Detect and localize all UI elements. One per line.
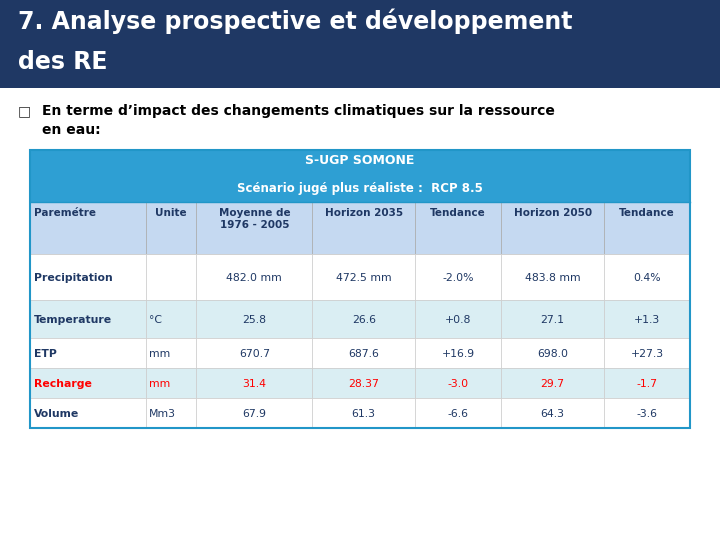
Bar	[30, 368, 145, 398]
Text: +27.3: +27.3	[631, 349, 664, 359]
Text: Precipitation: Precipitation	[34, 273, 113, 283]
Text: 27.1: 27.1	[541, 315, 564, 325]
Bar	[312, 398, 415, 428]
Bar	[30, 398, 145, 428]
Text: 29.7: 29.7	[541, 379, 564, 389]
Text: Moyenne de
1976 - 2005: Moyenne de 1976 - 2005	[219, 208, 290, 230]
Bar	[197, 338, 312, 368]
Text: ETP: ETP	[34, 349, 57, 359]
Text: Tendance: Tendance	[431, 208, 486, 218]
Bar	[145, 398, 197, 428]
Text: Unite: Unite	[156, 208, 187, 218]
Text: 61.3: 61.3	[352, 409, 376, 419]
Text: Paremétre: Paremétre	[34, 208, 96, 218]
Text: 25.8: 25.8	[243, 315, 266, 325]
Text: 0.4%: 0.4%	[634, 273, 661, 283]
Text: Tendance: Tendance	[619, 208, 675, 218]
Text: □: □	[18, 104, 31, 118]
Text: 7. Analyse prospective et développement: 7. Analyse prospective et développement	[18, 8, 572, 33]
Text: 67.9: 67.9	[243, 409, 266, 419]
Bar	[604, 398, 690, 428]
Bar	[312, 202, 415, 254]
Text: -6.6: -6.6	[448, 409, 469, 419]
Bar	[0, 0, 720, 88]
Text: en eau:: en eau:	[42, 123, 101, 137]
Text: 26.6: 26.6	[352, 315, 376, 325]
Bar	[30, 300, 145, 338]
Bar	[604, 202, 690, 254]
Bar	[604, 300, 690, 338]
Text: 483.8 mm: 483.8 mm	[525, 273, 580, 283]
Text: des RE: des RE	[18, 50, 107, 74]
Bar	[604, 338, 690, 368]
Text: 670.7: 670.7	[239, 349, 270, 359]
Bar	[312, 300, 415, 338]
Text: Scénario jugé plus réaliste :  RCP 8.5: Scénario jugé plus réaliste : RCP 8.5	[237, 182, 483, 195]
Text: +0.8: +0.8	[445, 315, 472, 325]
Bar	[501, 368, 604, 398]
Bar	[604, 368, 690, 398]
Bar	[415, 202, 501, 254]
Text: En terme d’impact des changements climatiques sur la ressource: En terme d’impact des changements climat…	[42, 104, 555, 118]
Text: +16.9: +16.9	[441, 349, 474, 359]
Text: -2.0%: -2.0%	[442, 273, 474, 283]
Bar	[145, 368, 197, 398]
Bar	[312, 338, 415, 368]
Bar	[197, 300, 312, 338]
Bar	[197, 202, 312, 254]
Bar	[501, 202, 604, 254]
Text: mm: mm	[149, 349, 170, 359]
Bar	[415, 300, 501, 338]
Bar	[30, 150, 690, 178]
Text: Horizon 2035: Horizon 2035	[325, 208, 402, 218]
Text: Volume: Volume	[34, 409, 79, 419]
Text: +1.3: +1.3	[634, 315, 660, 325]
Bar	[145, 202, 197, 254]
Bar	[145, 254, 197, 300]
Bar	[197, 368, 312, 398]
Bar	[30, 254, 145, 300]
Bar	[145, 300, 197, 338]
Text: Mm3: Mm3	[149, 409, 176, 419]
Bar	[30, 202, 145, 254]
Text: mm: mm	[149, 379, 170, 389]
Text: 472.5 mm: 472.5 mm	[336, 273, 392, 283]
Bar	[197, 254, 312, 300]
Bar	[501, 338, 604, 368]
Text: 687.6: 687.6	[348, 349, 379, 359]
Bar	[312, 368, 415, 398]
Bar	[30, 150, 690, 428]
Text: 28.37: 28.37	[348, 379, 379, 389]
Text: Temperature: Temperature	[34, 315, 112, 325]
Text: S-UGP SOMONE: S-UGP SOMONE	[305, 154, 415, 167]
Text: Recharge: Recharge	[34, 379, 92, 389]
Bar	[312, 254, 415, 300]
Bar	[197, 398, 312, 428]
Bar	[30, 178, 690, 202]
Bar	[30, 338, 145, 368]
Text: 31.4: 31.4	[243, 379, 266, 389]
Bar	[145, 338, 197, 368]
Text: Horizon 2050: Horizon 2050	[513, 208, 592, 218]
Text: 64.3: 64.3	[541, 409, 564, 419]
Text: -3.6: -3.6	[636, 409, 657, 419]
Bar	[415, 338, 501, 368]
Bar	[604, 254, 690, 300]
Text: °C: °C	[149, 315, 162, 325]
Text: -1.7: -1.7	[636, 379, 657, 389]
Bar	[501, 398, 604, 428]
Text: 482.0 mm: 482.0 mm	[227, 273, 282, 283]
Bar	[501, 254, 604, 300]
Bar	[501, 300, 604, 338]
Text: -3.0: -3.0	[448, 379, 469, 389]
Text: 698.0: 698.0	[537, 349, 568, 359]
Bar	[415, 254, 501, 300]
Bar	[415, 398, 501, 428]
Bar	[415, 368, 501, 398]
